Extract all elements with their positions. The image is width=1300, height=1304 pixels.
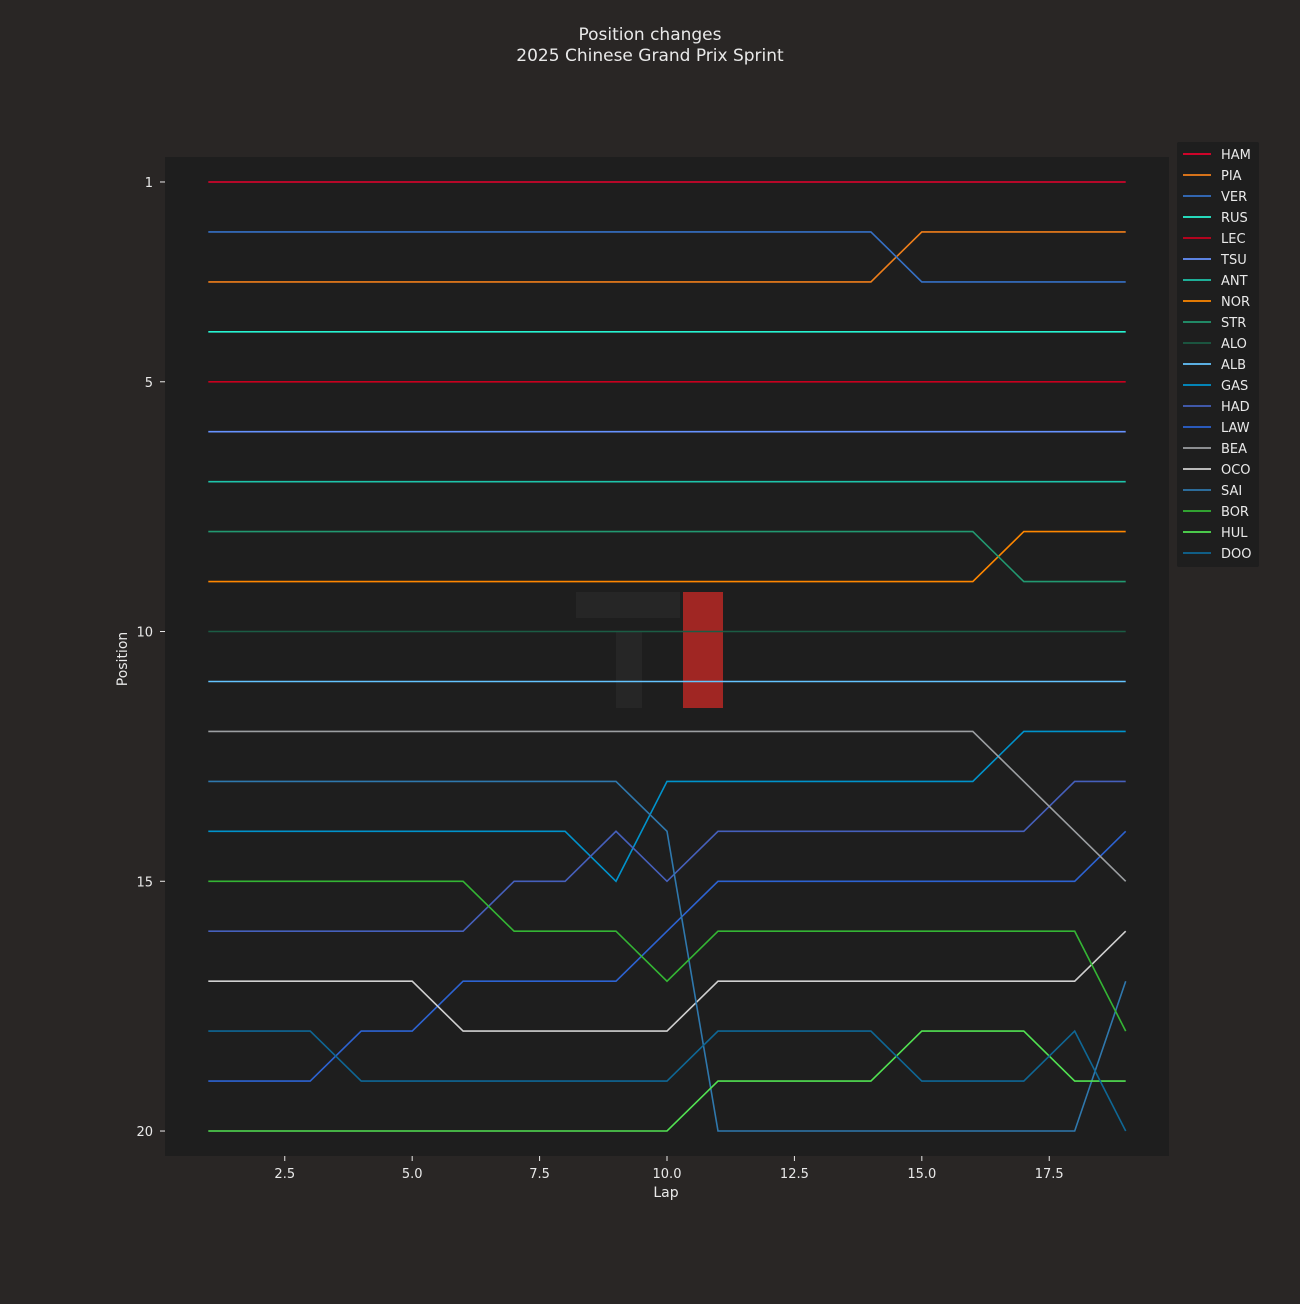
legend-label: BEA — [1221, 442, 1247, 457]
chart-title: Position changes — [578, 25, 721, 45]
y-tick-label: 1 — [145, 176, 153, 191]
x-axis-label: Lap — [653, 1185, 678, 1201]
x-tick-label: 7.5 — [529, 1167, 550, 1182]
y-tick-label: 20 — [136, 1125, 153, 1140]
legend-label: RUS — [1221, 211, 1248, 226]
legend-item-alb: ALB — [1183, 358, 1246, 373]
legend-label: ALB — [1221, 358, 1246, 373]
f1-logo-watermark — [576, 592, 723, 708]
legend-item-doo: DOO — [1183, 547, 1251, 562]
legend-item-bea: BEA — [1183, 442, 1247, 457]
legend-item-ham: HAM — [1183, 148, 1251, 163]
legend-item-pia: PIA — [1183, 169, 1242, 184]
legend-label: VER — [1221, 190, 1247, 205]
legend-item-alo: ALO — [1183, 337, 1247, 352]
legend-item-bor: BOR — [1183, 505, 1249, 520]
legend: HAM PIA VER RUS LEC TSU ANT NOR STR ALO ALB GAS HAD L… — [1177, 142, 1259, 567]
x-tick-label: 17.5 — [1035, 1167, 1064, 1182]
legend-label: ALO — [1221, 337, 1247, 352]
legend-item-had: HAD — [1183, 400, 1250, 415]
legend-label: LEC — [1221, 232, 1246, 247]
series-line-ver — [208, 231, 1126, 283]
series-line-nor — [208, 530, 1126, 583]
x-tick-label: 12.5 — [780, 1167, 809, 1182]
series-line-gas — [208, 730, 1126, 883]
series-line-hul — [208, 1030, 1126, 1132]
legend-item-hul: HUL — [1183, 526, 1248, 541]
legend-box — [1177, 142, 1259, 567]
legend-label: STR — [1221, 316, 1246, 331]
legend-label: BOR — [1221, 505, 1249, 520]
plot-area — [165, 157, 1169, 1156]
legend-label: PIA — [1221, 169, 1242, 184]
x-tick-label: 5.0 — [402, 1167, 423, 1182]
legend-item-sai: SAI — [1183, 484, 1242, 499]
legend-item-nor: NOR — [1183, 295, 1250, 310]
x-tick-label: 2.5 — [274, 1167, 295, 1182]
legend-item-tsu: TSU — [1183, 253, 1247, 268]
chart-subtitle: 2025 Chinese Grand Prix Sprint — [516, 46, 784, 66]
series-layer — [208, 181, 1127, 1132]
series-line-sai — [208, 780, 1127, 1132]
legend-label: HUL — [1221, 526, 1248, 541]
legend-item-rus: RUS — [1183, 211, 1248, 226]
legend-item-ant: ANT — [1183, 274, 1248, 289]
series-line-str — [208, 530, 1126, 583]
legend-item-lec: LEC — [1183, 232, 1246, 247]
x-tick-label: 10.0 — [653, 1167, 682, 1182]
legend-label: DOO — [1221, 547, 1251, 562]
legend-item-gas: GAS — [1183, 379, 1248, 394]
y-tick-label: 5 — [145, 376, 153, 391]
series-line-law — [208, 830, 1127, 1082]
legend-label: LAW — [1221, 421, 1250, 436]
legend-item-oco: OCO — [1183, 463, 1251, 478]
legend-label: TSU — [1220, 253, 1247, 268]
legend-item-str: STR — [1183, 316, 1246, 331]
legend-label: OCO — [1221, 463, 1251, 478]
legend-label: HAD — [1221, 400, 1250, 415]
series-line-oco — [208, 930, 1127, 1032]
legend-label: ANT — [1221, 274, 1248, 289]
y-axis-label: Position — [115, 632, 131, 687]
series-line-pia — [208, 231, 1126, 283]
series-line-bea — [208, 730, 1127, 882]
legend-label: HAM — [1221, 148, 1251, 163]
legend-item-ver: VER — [1183, 190, 1247, 205]
series-line-bor — [208, 880, 1127, 1032]
series-line-doo — [208, 1029, 1127, 1132]
x-tick-label: 15.0 — [907, 1167, 936, 1182]
legend-label: SAI — [1221, 484, 1242, 499]
y-tick-label: 15 — [136, 875, 153, 890]
y-tick-label: 10 — [136, 626, 153, 641]
series-line-had — [208, 780, 1126, 933]
legend-label: NOR — [1221, 295, 1250, 310]
legend-item-law: LAW — [1183, 421, 1250, 436]
legend-label: GAS — [1221, 379, 1248, 394]
